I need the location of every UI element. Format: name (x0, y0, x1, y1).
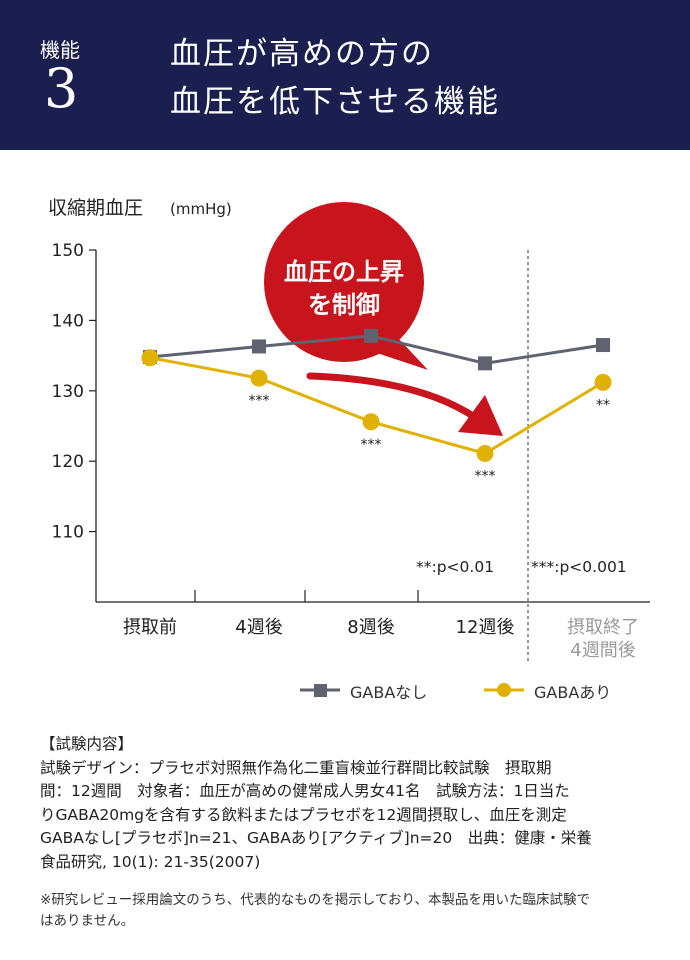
significance-mark: ** (596, 397, 610, 413)
footnote-line-2: はありません。 (40, 913, 135, 929)
study-heading: 【試験内容】 (40, 735, 134, 753)
data-point-gaba-yes (594, 373, 612, 391)
legend-symbols (300, 683, 524, 697)
legend-label-gaba-yes: GABAあり (534, 683, 612, 702)
blood-pressure-chart: 収縮期血圧 (mmHg) 110 120 130 140 150 摂取前 4週後 8週後 12週後 摂… (48, 197, 650, 662)
study-line-5: 食品研究, 10(1): 21-35(2007) (40, 852, 261, 871)
data-point-gaba-none (364, 328, 378, 343)
y-tick-label: 110 (52, 523, 84, 543)
function-label: 機能 (40, 38, 80, 62)
footnote-line-1: ※研究レビュー採用論文のうち、代表的なものを掲示しており、本製品を用いた臨床試験… (40, 892, 590, 908)
function-number: 3 (44, 57, 79, 120)
x-tick-label: 摂取終了 (567, 617, 639, 638)
data-point-gaba-none (252, 339, 266, 354)
data-point-gaba-none (478, 356, 492, 371)
data-point-gaba-yes (141, 349, 159, 367)
data-point-gaba-yes (476, 444, 494, 462)
data-point-gaba-yes (250, 369, 268, 387)
significance-mark: *** (361, 437, 382, 453)
data-point-gaba-none (596, 338, 610, 353)
x-tick-label: 摂取前 (123, 617, 177, 638)
legend-marker-square (314, 684, 327, 697)
y-tick-label: 140 (52, 311, 84, 331)
x-tick-label: 8週後 (347, 617, 394, 638)
header-banner: 機能 3 血圧が高めの方の 血圧を低下させる機能 (0, 0, 690, 150)
y-tick-label: 120 (52, 452, 84, 472)
callout-bubble (264, 202, 424, 362)
study-line-1: 試験デザイン：プラセボ対照無作為化二重盲検並行群間比較試験 摂取期 (40, 758, 552, 777)
x-tick-label: 4週間後 (570, 640, 635, 661)
y-tick-label: 150 (52, 241, 84, 261)
x-tick-label: 4週後 (235, 617, 282, 638)
p-value-legend-2: ***:p<0.001 (531, 558, 627, 576)
study-line-4: GABAなし[プラセボ]n=21、GABAあり[アクティブ]n=20 出典：健康… (40, 829, 592, 847)
header-title: 血圧が高めの方の 血圧を低下させる機能 (170, 30, 500, 126)
callout-text-line-1: 血圧の上昇 (284, 258, 404, 286)
header-title-line-2: 血圧を低下させる機能 (170, 84, 500, 120)
x-tick-label: 12週後 (456, 617, 515, 638)
y-axis-label: 収縮期血圧 (48, 197, 143, 219)
y-tick-label: 130 (52, 382, 84, 402)
study-details: 【試験内容】 試験デザイン：プラセボ対照無作為化二重盲検並行群間比較試験 摂取期… (40, 733, 660, 874)
study-line-3: りGABA20mgを含有する飲料またはプラセボを12週間摂取し、血圧を測定 (40, 805, 567, 824)
downward-arrow-shaft (306, 372, 480, 422)
significance-mark: *** (249, 393, 270, 409)
header-title-line-1: 血圧が高めの方の (170, 36, 434, 72)
chart-legend: GABAなし GABAあり (298, 680, 658, 702)
significance-mark: *** (475, 468, 496, 484)
p-value-legend-1: **:p<0.01 (416, 558, 494, 576)
data-point-gaba-yes (362, 413, 380, 431)
legend-marker-circle (497, 683, 511, 697)
study-line-2: 間：12週間 対象者：血圧が高めの健常成人男女41名 試験方法：1日当た (40, 782, 570, 800)
legend-label-gaba-none: GABAなし (350, 683, 428, 702)
y-axis-unit: (mmHg) (170, 200, 232, 218)
footnote: ※研究レビュー採用論文のうち、代表的なものを掲示しており、本製品を用いた臨床試験… (40, 890, 655, 932)
downward-arrow-head (458, 395, 503, 436)
callout-text-line-2: を制御 (308, 291, 380, 319)
